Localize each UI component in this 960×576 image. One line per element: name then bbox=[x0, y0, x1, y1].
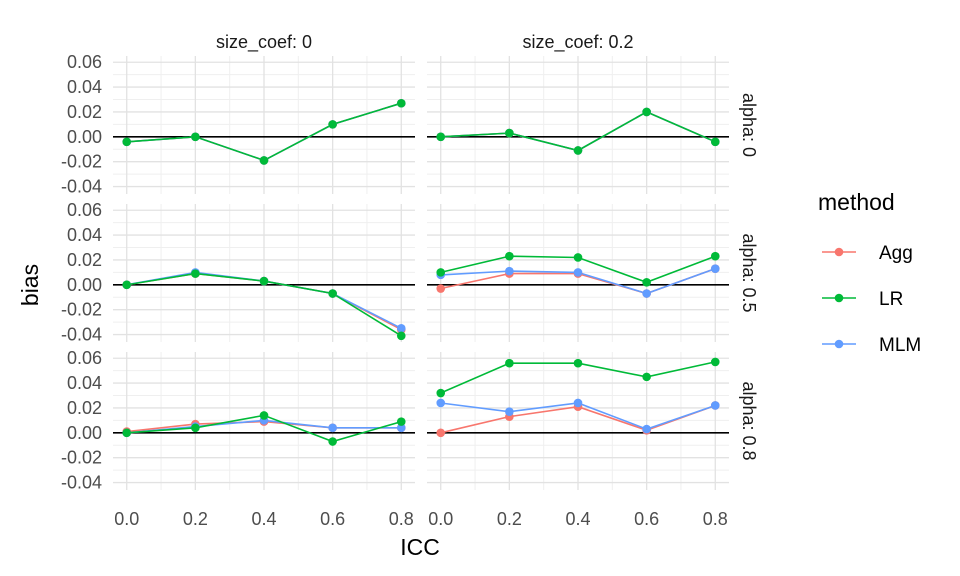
y-tick-label: 0.02 bbox=[67, 250, 102, 270]
legend-key-point-agg bbox=[834, 247, 844, 257]
point-lr bbox=[328, 437, 337, 446]
point-lr bbox=[710, 251, 720, 261]
y-tick-label: -0.04 bbox=[61, 473, 102, 493]
point-lr bbox=[436, 268, 446, 277]
panel-0-0 bbox=[113, 56, 415, 194]
x-tick-label: 0.0 bbox=[114, 509, 139, 529]
y-tick-label: 0.02 bbox=[67, 102, 102, 122]
point-agg bbox=[436, 428, 446, 438]
y-tick-label: 0.02 bbox=[67, 398, 102, 418]
y-tick-label: -0.04 bbox=[61, 325, 102, 345]
point-lr bbox=[396, 417, 406, 426]
x-tick-label: 0.8 bbox=[703, 509, 728, 529]
point-mlm bbox=[573, 268, 583, 277]
point-mlm bbox=[505, 266, 514, 276]
point-lr bbox=[396, 331, 406, 341]
point-lr bbox=[505, 128, 514, 138]
point-lr bbox=[328, 120, 337, 129]
x-tick-label: 0.8 bbox=[389, 509, 414, 529]
x-tick-label: 0.2 bbox=[497, 509, 522, 529]
point-mlm bbox=[573, 398, 583, 408]
point-lr bbox=[505, 358, 514, 368]
facet-row-strip-2: alpha: 0.8 bbox=[739, 381, 759, 460]
point-lr bbox=[505, 251, 514, 261]
y-tick-label: 0.06 bbox=[67, 52, 102, 72]
x-tick-label: 0.4 bbox=[251, 509, 276, 529]
point-lr bbox=[642, 278, 651, 287]
point-mlm bbox=[505, 407, 514, 416]
y-tick-label: 0.04 bbox=[67, 225, 102, 245]
facet-col-strip-0: size_coef: 0 bbox=[216, 32, 312, 53]
point-lr bbox=[710, 137, 720, 147]
point-lr bbox=[436, 132, 446, 142]
x-tick-label: 0.6 bbox=[634, 509, 659, 529]
point-lr bbox=[396, 98, 406, 108]
point-lr bbox=[122, 137, 132, 147]
point-lr bbox=[642, 107, 651, 117]
x-tick-label: 0.2 bbox=[183, 509, 208, 529]
panel-2-1 bbox=[427, 352, 729, 490]
x-tick-label: 0.4 bbox=[565, 509, 590, 529]
y-tick-label: 0.06 bbox=[67, 348, 102, 368]
point-agg bbox=[436, 284, 446, 293]
legend-key-point-lr bbox=[834, 293, 844, 303]
point-lr bbox=[573, 358, 583, 368]
point-lr bbox=[573, 146, 583, 155]
legend-title: method bbox=[818, 189, 895, 215]
point-lr bbox=[328, 289, 337, 298]
point-mlm bbox=[642, 289, 651, 298]
point-lr bbox=[122, 428, 132, 438]
point-lr bbox=[710, 357, 720, 367]
y-tick-label: 0.04 bbox=[67, 77, 102, 97]
panels-layer: 0.06 0.04 0.02 0.00 -0.02 -0.04 0.06 0.04 0.02 0.… bbox=[61, 52, 729, 529]
x-tick-label: 0.0 bbox=[428, 509, 453, 529]
y-tick-label: 0.04 bbox=[67, 373, 102, 393]
facet-col-strip-1: size_coef: 0.2 bbox=[522, 32, 633, 53]
y-tick-label: -0.02 bbox=[61, 448, 102, 468]
panel-0-1 bbox=[427, 56, 729, 194]
point-mlm bbox=[710, 401, 720, 410]
y-tick-label: -0.04 bbox=[61, 177, 102, 197]
point-lr bbox=[259, 156, 269, 165]
point-lr bbox=[573, 253, 583, 262]
legend-label-mlm: MLM bbox=[879, 335, 921, 356]
legend-label-agg: Agg bbox=[879, 243, 913, 264]
facet-row-strip-0: alpha: 0 bbox=[739, 93, 759, 157]
legend-label-lr: LR bbox=[879, 289, 903, 310]
x-tick-label: 0.6 bbox=[320, 509, 345, 529]
y-tick-label: 0.00 bbox=[67, 127, 102, 147]
point-lr bbox=[122, 280, 132, 290]
panel-1-0 bbox=[113, 204, 415, 342]
point-lr bbox=[642, 372, 651, 382]
point-lr bbox=[436, 388, 446, 398]
y-tick-label: 0.00 bbox=[67, 275, 102, 295]
y-tick-label: -0.02 bbox=[61, 300, 102, 320]
x-axis-title: ICC bbox=[400, 534, 440, 560]
y-tick-label: 0.00 bbox=[67, 423, 102, 443]
facet-row-strip-1: alpha: 0.5 bbox=[739, 233, 759, 312]
point-lr bbox=[259, 276, 269, 286]
point-mlm bbox=[642, 424, 651, 434]
y-tick-label: -0.02 bbox=[61, 152, 102, 172]
point-mlm bbox=[436, 398, 446, 408]
y-tick-label: 0.06 bbox=[67, 200, 102, 220]
panel-2-0 bbox=[113, 352, 415, 490]
point-lr bbox=[191, 423, 200, 433]
point-lr bbox=[191, 132, 200, 142]
y-axis-title: bias bbox=[17, 264, 43, 306]
panel-1-1 bbox=[427, 204, 729, 342]
legend: method Agg LR MLM bbox=[818, 189, 921, 356]
point-lr bbox=[259, 411, 269, 420]
point-mlm bbox=[710, 264, 720, 273]
point-lr bbox=[191, 269, 200, 278]
point-mlm bbox=[328, 423, 337, 433]
point-mlm bbox=[396, 423, 406, 433]
point-mlm bbox=[396, 324, 406, 333]
legend-key-point-mlm bbox=[834, 339, 844, 349]
